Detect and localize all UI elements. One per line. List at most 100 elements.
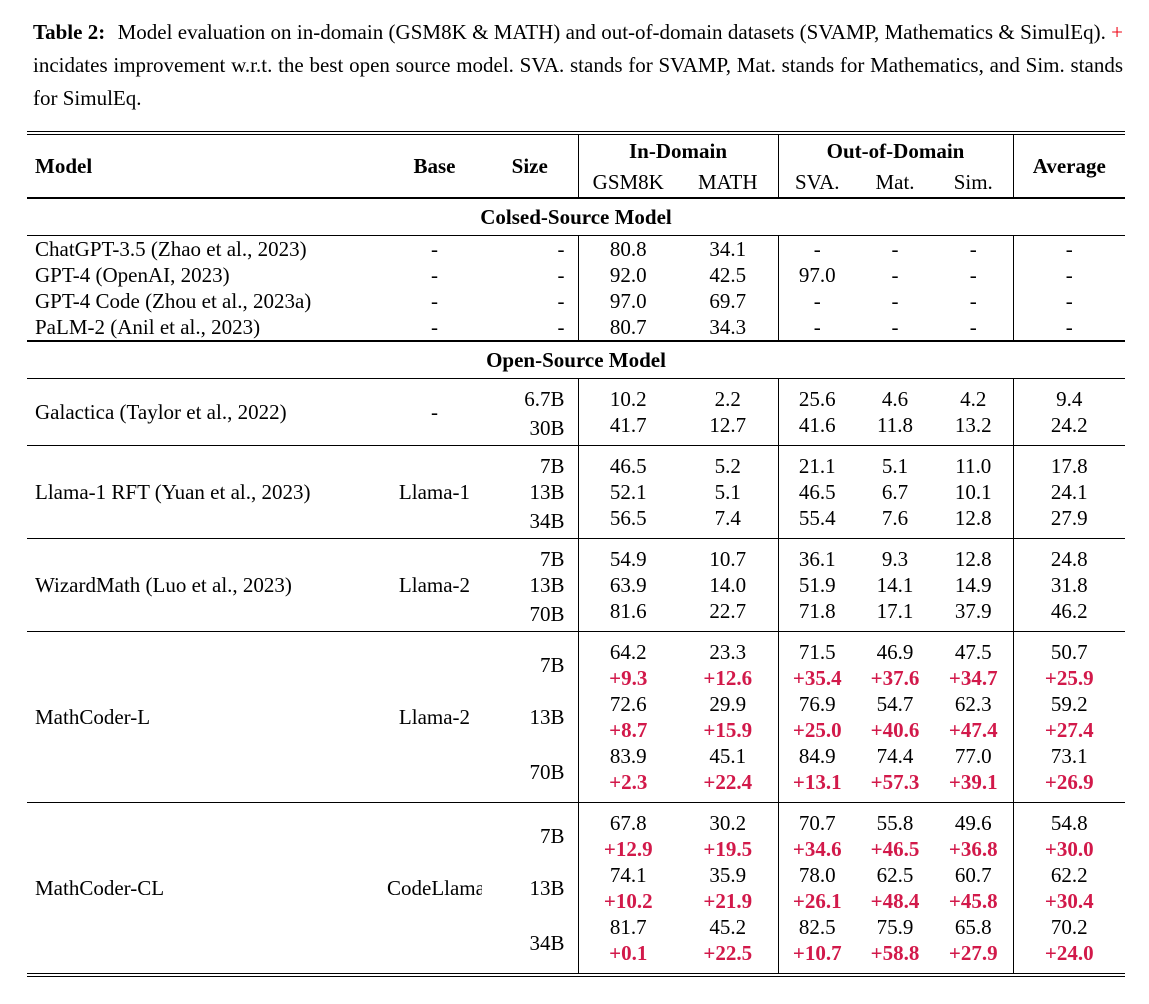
cell-delta: +15.9 <box>678 717 779 743</box>
cell-model: ChatGPT-3.5 (Zhao et al., 2023) <box>35 236 307 261</box>
cell-value: 7.6 <box>881 505 909 530</box>
cell-value: 24.8 <box>1013 538 1126 572</box>
cell-size: 7B <box>482 445 579 479</box>
cell-value: 75.9 <box>876 914 914 939</box>
cell-value: 13.2 <box>934 412 1014 446</box>
cell-delta: +13.1 <box>792 769 842 794</box>
table-row: 13B 74.1 35.9 78.0 62.5 60.7 62.2 <box>27 862 1125 914</box>
cell-delta: +30.4 <box>1044 888 1094 913</box>
cell-value: 17.1 <box>876 598 914 623</box>
table-row: GPT-4 (OpenAI, 2023) - - 92.0 42.5 97.0 - - - <box>27 262 1125 288</box>
cell-value: 97.0 <box>798 262 836 287</box>
table-header: Model Base Size In-Domain Out-of-Domain … <box>27 133 1126 199</box>
cell-value: 47.5 <box>934 631 1014 665</box>
cell-base: Llama-2 <box>387 631 482 803</box>
cell-value: 41.7 <box>609 412 647 437</box>
cell-value: 35.9 <box>678 862 779 888</box>
results-table: Model Base Size In-Domain Out-of-Domain … <box>27 131 1126 977</box>
cell-value: 69.7 <box>678 288 779 314</box>
cell-model: GPT-4 Code (Zhou et al., 2023a) <box>35 288 312 313</box>
header-mat: Mat. <box>856 168 934 199</box>
cell-value: - <box>813 236 821 261</box>
header-base: Base <box>387 133 482 199</box>
cell-value: 21.1 <box>778 445 856 479</box>
caption-after-plus: incidates improvement w.r.t. the best op… <box>33 53 1123 110</box>
cell-value: 81.6 <box>609 598 647 623</box>
cell-delta: +46.5 <box>870 836 920 861</box>
cell-value: 65.8 <box>934 914 1014 940</box>
cell-size: 13B <box>482 691 579 743</box>
cell-delta: +30.0 <box>1044 836 1094 861</box>
cell-value: 80.8 <box>609 236 647 261</box>
header-gsm8k: GSM8K <box>578 168 678 199</box>
table-delta-row: +10.2 +21.9 +26.1 +48.4 +45.8 +30.4 <box>27 888 1125 914</box>
cell-value: - <box>891 288 899 313</box>
cell-value: 67.8 <box>578 802 678 836</box>
cell-model: WizardMath (Luo et al., 2023) <box>27 538 387 632</box>
table-row: Galactica (Taylor et al., 2022) - 6.7B 10.2… <box>27 378 1125 424</box>
caption-label: Table 2: <box>33 20 106 44</box>
table-row: ChatGPT-3.5 (Zhao et al., 2023) - - 80.8 34.… <box>27 235 1125 262</box>
cell-value: 4.6 <box>881 386 909 411</box>
cell-value: 74.1 <box>609 862 647 887</box>
cell-value: 37.9 <box>934 598 1014 632</box>
cell-value: 4.2 <box>934 378 1014 412</box>
cell-value: 78.0 <box>798 862 836 887</box>
cell-value: 45.1 <box>678 743 779 769</box>
section-row: Colsed-Source Model <box>27 197 1126 236</box>
table-delta-row: +8.7 +15.9 +25.0 +40.6 +47.4 +27.4 <box>27 717 1125 743</box>
cell-size: 13B <box>482 479 579 505</box>
cell-delta: +39.1 <box>934 769 1014 803</box>
cell-value: 83.9 <box>609 743 647 768</box>
cell-value: 72.6 <box>609 691 647 716</box>
cell-value: 10.7 <box>678 538 779 572</box>
cell-value: - <box>1065 314 1073 339</box>
table-delta-row: +12.9 +19.5 +34.6 +46.5 +36.8 +30.0 <box>27 836 1125 862</box>
cell-delta: +26.9 <box>1044 769 1094 794</box>
cell-value: 10.1 <box>934 479 1014 505</box>
caption-before-plus: Model evaluation on in-domain (GSM8K & M… <box>117 20 1106 44</box>
cell-size: - <box>482 235 579 262</box>
cell-size: 7B <box>482 631 579 691</box>
cell-value: 17.8 <box>1013 445 1126 479</box>
cell-delta: +2.3 <box>609 769 648 794</box>
table-row: 30B 41.7 12.7 41.6 11.8 13.2 24.2 <box>27 412 1125 446</box>
cell-base: - <box>431 288 438 313</box>
header-size: Size <box>482 133 579 199</box>
header-math: MATH <box>678 168 779 199</box>
table-delta-row: +9.3 +12.6 +35.4 +37.6 +34.7 +25.9 <box>27 665 1125 691</box>
header-sva: SVA. <box>778 168 856 199</box>
cell-value: 22.7 <box>678 598 779 632</box>
cell-value: 97.0 <box>609 288 647 313</box>
cell-delta: +9.3 <box>609 665 648 690</box>
cell-delta: +47.4 <box>934 717 1014 743</box>
cell-value: 54.8 <box>1013 802 1126 836</box>
cell-value: 36.1 <box>778 538 856 572</box>
cell-delta: +26.1 <box>792 888 842 913</box>
cell-value: 5.1 <box>856 445 934 479</box>
cell-value: 31.8 <box>1050 572 1088 597</box>
cell-delta: +10.7 <box>792 940 842 965</box>
table-delta-row: +2.3 +22.4 +13.1 +57.3 +39.1 +26.9 <box>27 769 1125 803</box>
table-row: 13B 63.9 14.0 51.9 14.1 14.9 31.8 <box>27 572 1125 598</box>
cell-size: 7B <box>482 802 579 862</box>
cell-value: 41.6 <box>798 412 836 437</box>
table-row: 70B 83.9 45.1 84.9 74.4 77.0 73.1 <box>27 743 1125 803</box>
cell-value: 64.2 <box>578 631 678 665</box>
cell-delta: +34.7 <box>934 665 1014 691</box>
cell-value: 50.7 <box>1013 631 1126 665</box>
cell-value: - <box>891 314 899 339</box>
cell-value: 56.5 <box>609 505 647 530</box>
cell-base: - <box>431 399 438 424</box>
cell-delta: +22.5 <box>678 940 779 975</box>
cell-value: 7.4 <box>678 505 779 539</box>
header-in-domain: In-Domain <box>578 133 779 168</box>
cell-size: 70B <box>482 743 579 803</box>
cell-value: 46.9 <box>856 631 934 665</box>
cell-size: 30B <box>482 412 579 446</box>
cell-base: Llama-1 <box>387 445 482 539</box>
caption-plus-symbol: + <box>1111 20 1124 44</box>
section-title: Colsed-Source Model <box>27 197 1126 236</box>
cell-value: - <box>813 288 821 313</box>
cell-size: 13B <box>482 862 579 914</box>
